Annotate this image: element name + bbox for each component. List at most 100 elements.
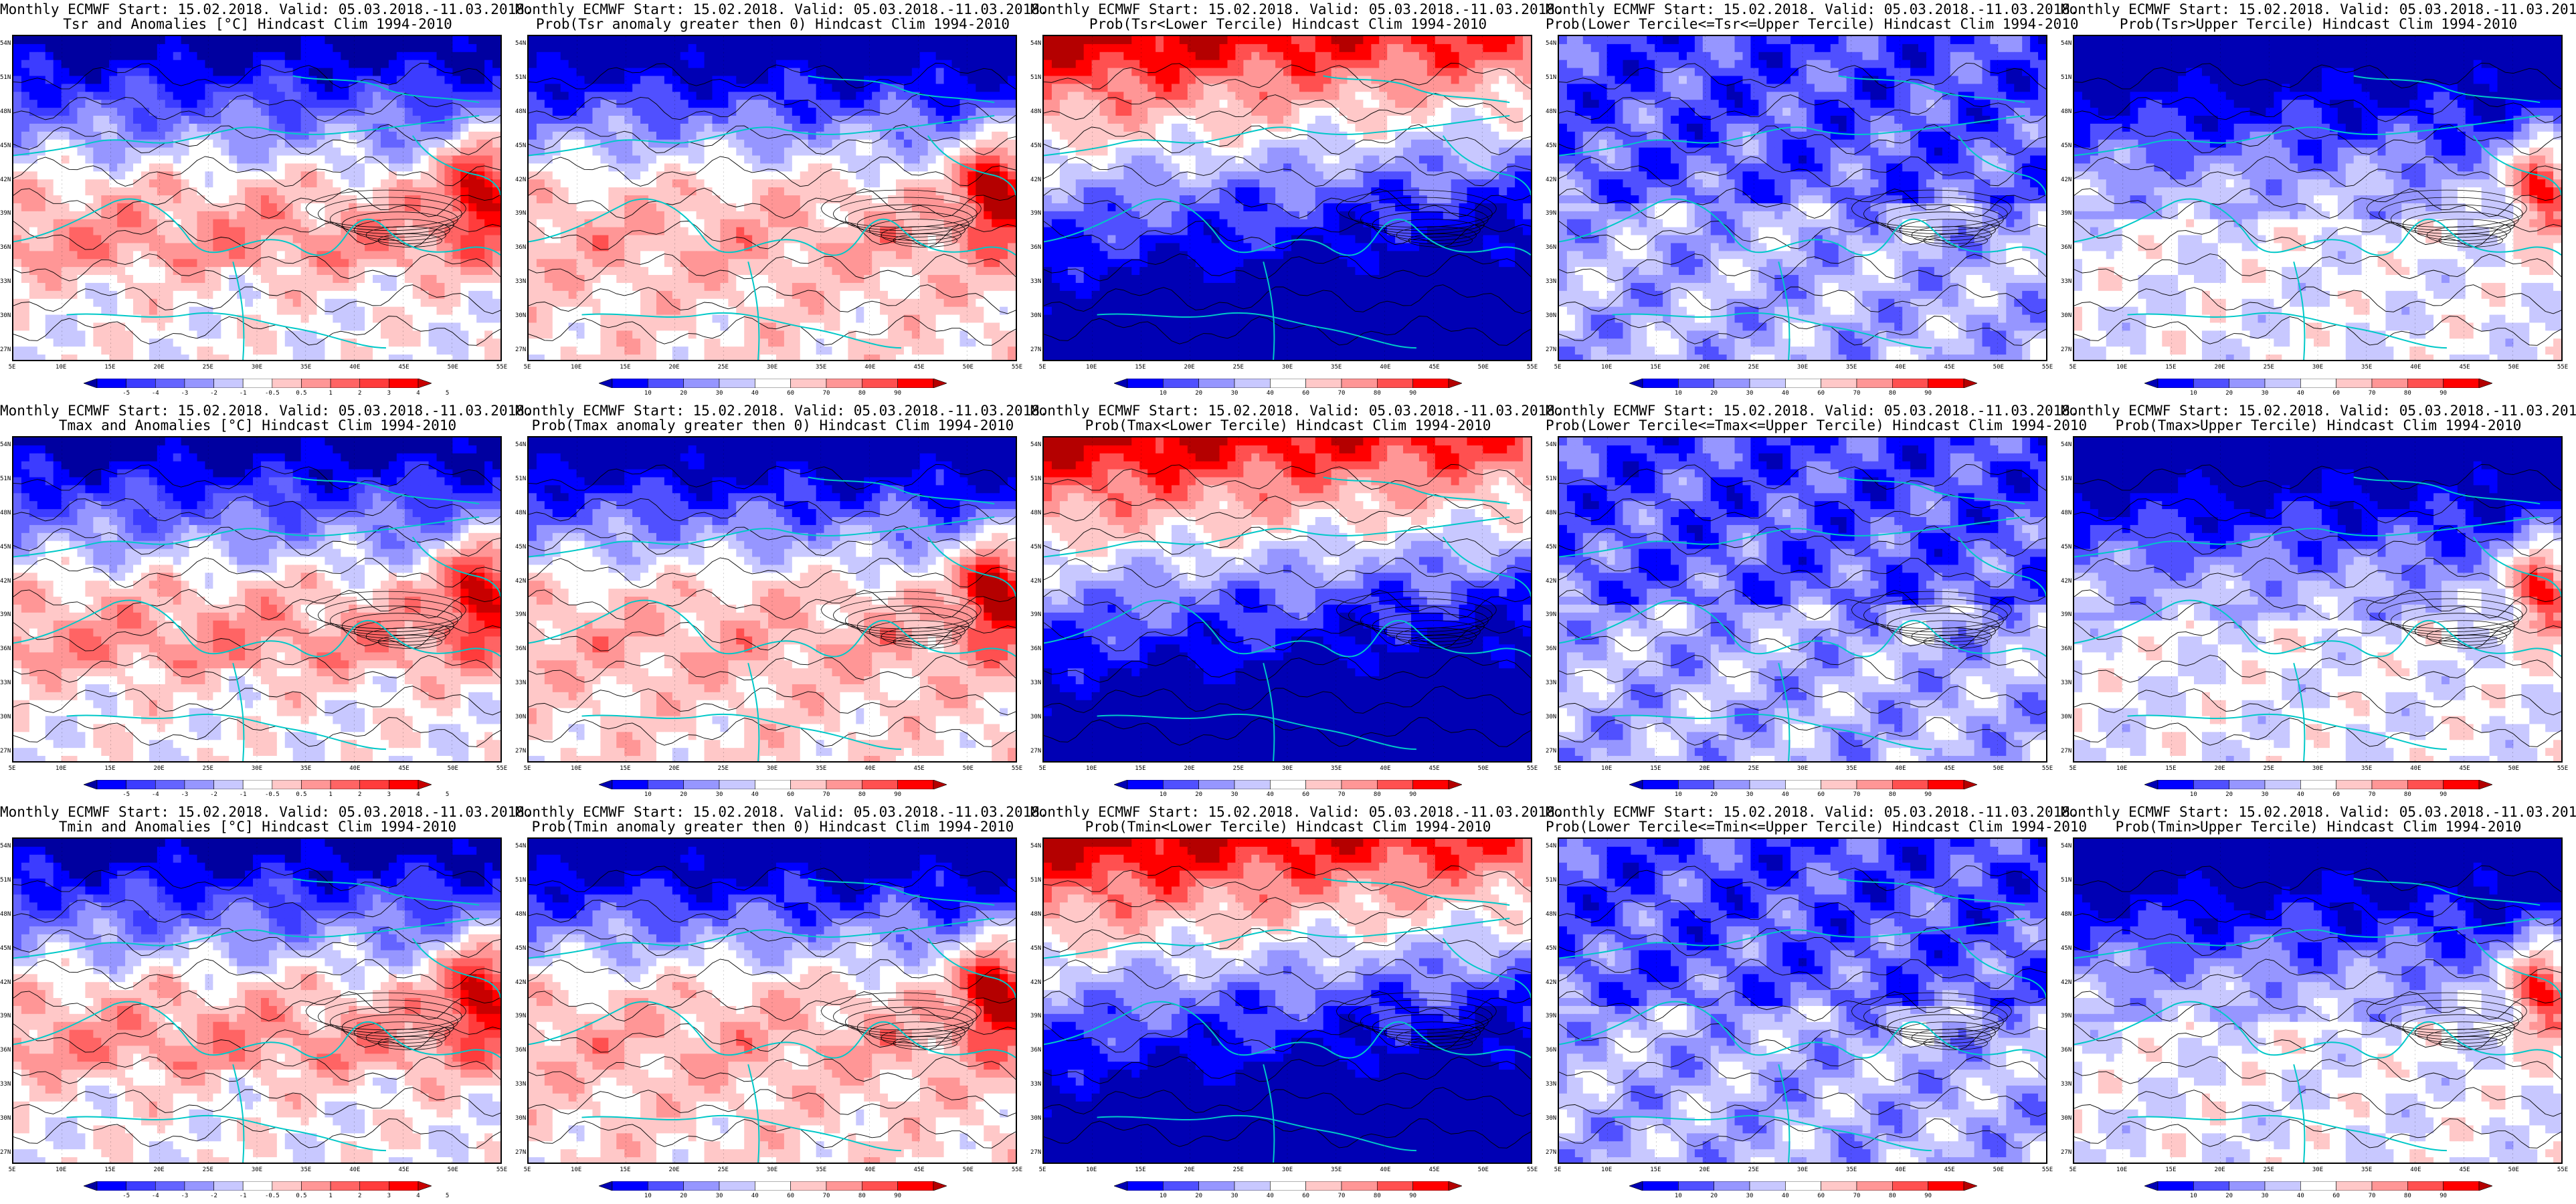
field-cell [560, 100, 569, 108]
field-cell [648, 171, 657, 180]
field-cell [888, 298, 897, 308]
field-cell [117, 60, 126, 69]
field-cell [951, 84, 960, 92]
field-cell [720, 290, 729, 300]
field-cell [189, 100, 197, 108]
field-cell [213, 243, 221, 252]
field-cell [568, 306, 577, 316]
panel-title: Tsr and Anomalies [°C] Hindcast Clim 199… [0, 16, 515, 32]
field-cell [840, 235, 848, 243]
field-cell [237, 68, 246, 77]
field-cell [149, 60, 158, 69]
field-cell [260, 139, 270, 148]
field-cell [864, 275, 872, 284]
field-cell [109, 251, 118, 260]
field-cell [420, 355, 430, 360]
field-cell [325, 155, 333, 164]
field-cell [292, 227, 302, 236]
field-cell [712, 123, 721, 132]
field-cell [848, 68, 856, 77]
field-cell [109, 76, 118, 84]
field-cell [325, 52, 333, 61]
field-cell [1000, 330, 1008, 339]
field-cell [436, 282, 445, 292]
field-cell [808, 338, 817, 347]
field-cell [93, 60, 102, 69]
field-cell [460, 52, 469, 61]
field-cell [984, 68, 992, 77]
field-cell [592, 123, 601, 132]
field-cell [173, 52, 182, 61]
field-cell [688, 108, 697, 116]
field-cell [141, 338, 150, 347]
field-cell [213, 211, 221, 220]
field-cell [544, 52, 553, 61]
field-cell [600, 235, 609, 243]
field-cell [229, 131, 238, 140]
field-cell [316, 155, 325, 164]
field-cell [895, 171, 905, 180]
field-cell [253, 60, 262, 69]
field-cell [213, 187, 221, 196]
field-cell [1000, 298, 1008, 308]
field-cell [316, 355, 325, 360]
field-cell [935, 243, 945, 252]
field-cell [308, 338, 318, 347]
field-cell [436, 36, 445, 45]
field-cell [117, 251, 126, 260]
field-cell [720, 92, 729, 100]
field-cell [608, 131, 617, 140]
field-cell [576, 76, 585, 84]
forecast-panel: Monthly ECMWF Start: 15.02.2018. Valid: … [0, 0, 533, 401]
field-cell [728, 322, 737, 331]
field-cell [53, 92, 62, 100]
field-cell [856, 251, 864, 260]
field-cell [388, 179, 397, 188]
field-cell [872, 322, 881, 331]
field-cell [365, 36, 373, 45]
field-cell [260, 211, 270, 220]
field-cell [911, 108, 921, 116]
field-cell [648, 298, 657, 308]
field-cell [484, 282, 493, 292]
field-cell [357, 68, 365, 77]
field-cell [300, 227, 310, 236]
field-cell [584, 147, 593, 157]
field-cell [165, 92, 174, 100]
field-cell [349, 211, 357, 220]
field-cell [141, 147, 150, 157]
longitude-label: 50E [448, 364, 458, 371]
field-cell [696, 147, 705, 157]
field-cell [792, 251, 801, 260]
field-cell [903, 108, 913, 116]
field-cell [276, 100, 286, 108]
field-cell [444, 155, 453, 164]
field-cell [460, 275, 469, 284]
field-cell [1008, 267, 1016, 276]
field-cell [1008, 243, 1016, 252]
field-cell [333, 227, 341, 236]
coastline [411, 135, 500, 196]
field-cell [640, 267, 649, 276]
field-cell [133, 187, 142, 196]
field-cell [165, 243, 174, 252]
field-cell [880, 163, 889, 172]
field-cell [552, 314, 561, 323]
field-cell [69, 346, 78, 355]
field-cell [173, 267, 182, 276]
field-cell [696, 195, 705, 204]
field-cell [436, 243, 445, 252]
field-cell [444, 322, 453, 331]
field-cell [664, 227, 673, 236]
field-cell [412, 306, 422, 316]
field-cell [800, 60, 809, 69]
field-cell [412, 171, 422, 180]
field-cell [696, 84, 705, 92]
field-cell [357, 275, 365, 284]
field-cell [560, 108, 569, 116]
field-cell [872, 290, 881, 300]
field-cell [333, 163, 341, 172]
field-cell [276, 131, 286, 140]
field-cell [968, 267, 976, 276]
field-cell [664, 267, 673, 276]
